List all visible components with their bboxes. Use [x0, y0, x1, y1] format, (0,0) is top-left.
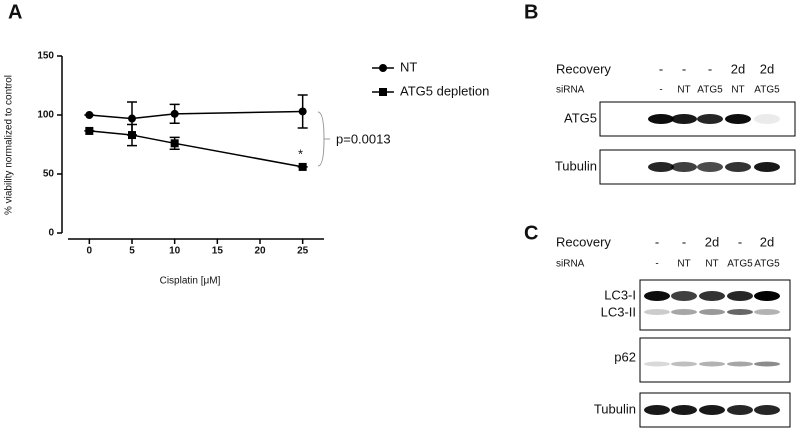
band	[754, 291, 780, 301]
annotation: p=0.0013	[336, 131, 391, 146]
band	[754, 162, 780, 172]
panel-label: C	[524, 222, 538, 244]
blot-label: p62	[614, 349, 636, 364]
band	[727, 309, 753, 315]
row-label: siRNA	[556, 85, 585, 96]
lane-label: -	[655, 259, 658, 270]
row-label: Recovery	[556, 61, 611, 76]
lane-label: ATG5	[754, 85, 780, 96]
band	[648, 162, 674, 172]
lane-label: NT	[731, 85, 744, 96]
band	[699, 291, 725, 301]
legend-marker	[379, 64, 387, 72]
band	[644, 361, 670, 367]
band	[727, 291, 753, 301]
blot-label: LC3-II	[601, 304, 636, 319]
band	[699, 405, 725, 415]
bracket	[317, 111, 330, 167]
band	[699, 361, 725, 367]
band	[754, 114, 780, 124]
lane-label: 2d	[760, 234, 774, 249]
lane-label: 2d	[760, 61, 774, 76]
lane-label: -	[682, 234, 686, 249]
lane-label: ATG5	[727, 259, 753, 270]
marker	[85, 111, 94, 119]
lane-label: 2d	[731, 61, 745, 76]
lane-label: NT	[705, 259, 718, 270]
series-line	[89, 130, 303, 168]
y-tick-label: 0	[48, 228, 54, 239]
blot	[639, 279, 791, 331]
lane-label: -	[708, 61, 712, 76]
band	[671, 291, 697, 301]
row-label: Recovery	[556, 234, 611, 249]
marker	[298, 162, 307, 171]
lane-label: ATG5	[754, 259, 780, 270]
marker	[128, 131, 136, 140]
legend-label: ATG5 depletion	[400, 83, 489, 98]
band	[671, 309, 697, 315]
band	[754, 309, 780, 315]
lane-label: -	[738, 234, 742, 249]
band	[671, 361, 697, 367]
x-tick-label: 10	[169, 246, 181, 257]
lane-label: -	[659, 61, 663, 76]
band	[725, 162, 751, 172]
lane-label: -	[659, 85, 662, 96]
lane-label: -	[655, 234, 659, 249]
band	[671, 162, 697, 172]
marker	[128, 114, 136, 123]
lane-label: 2d	[705, 234, 719, 249]
lane-label: -	[682, 61, 686, 76]
lane-label: NT	[677, 259, 690, 270]
band	[644, 405, 670, 415]
blot	[639, 337, 791, 383]
blot-label: ATG5	[564, 110, 597, 125]
marker	[170, 139, 179, 148]
band	[671, 405, 697, 415]
lane-label: NT	[677, 85, 690, 96]
band	[727, 361, 753, 367]
band	[648, 114, 674, 124]
legend-label: NT	[400, 59, 417, 74]
marker	[170, 109, 179, 118]
band	[754, 361, 780, 367]
x-tick-label: 25	[297, 246, 309, 257]
y-axis-label: % viability normalized to control	[4, 75, 15, 215]
series-line	[89, 110, 303, 120]
band	[754, 405, 780, 415]
x-axis-label: Cisplatin [μM]	[160, 276, 221, 287]
band	[697, 114, 723, 124]
x-tick-label: 0	[87, 246, 93, 257]
y-tick-label: 150	[37, 51, 54, 62]
y-tick-label: 50	[43, 169, 55, 180]
marker	[85, 126, 94, 135]
band	[671, 114, 697, 124]
blot-label: LC3-I	[604, 287, 636, 302]
lane-label: ATG5	[697, 85, 723, 96]
x-tick-label: 5	[129, 246, 135, 257]
row-label: siRNA	[556, 259, 585, 270]
y-tick-label: 100	[37, 110, 54, 121]
panel-label: B	[524, 1, 538, 23]
blot-label: Tubulin	[555, 158, 597, 173]
panel-label: A	[8, 1, 22, 23]
band	[697, 162, 723, 172]
marker	[298, 107, 307, 116]
band	[725, 114, 751, 124]
x-tick-label: 15	[212, 246, 224, 257]
x-tick-label: 20	[254, 246, 266, 257]
legend-marker	[379, 88, 387, 96]
band	[644, 291, 670, 301]
annotation: *	[298, 146, 303, 161]
band	[727, 405, 753, 415]
band	[644, 309, 670, 315]
blot-label: Tubulin	[594, 401, 636, 416]
band	[699, 309, 725, 315]
